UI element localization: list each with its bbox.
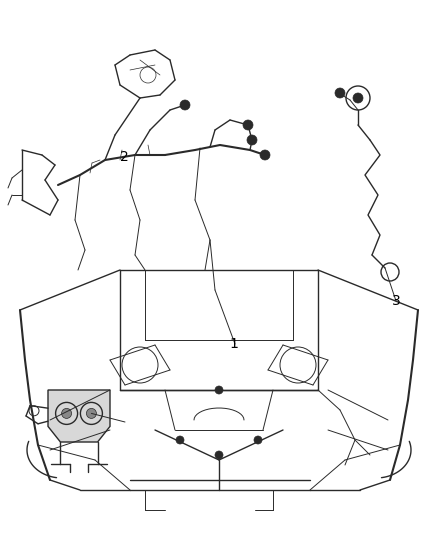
Circle shape [62,408,71,418]
Circle shape [176,436,184,444]
Circle shape [335,88,345,98]
Text: 1: 1 [230,337,239,351]
Text: 3: 3 [392,294,401,308]
Circle shape [353,93,363,103]
Circle shape [86,408,96,418]
Circle shape [243,120,253,130]
Circle shape [215,386,223,394]
Polygon shape [48,390,110,442]
Text: 2: 2 [120,150,129,164]
Circle shape [215,451,223,459]
Circle shape [254,436,262,444]
Circle shape [180,100,190,110]
Circle shape [260,150,270,160]
Circle shape [247,135,257,145]
